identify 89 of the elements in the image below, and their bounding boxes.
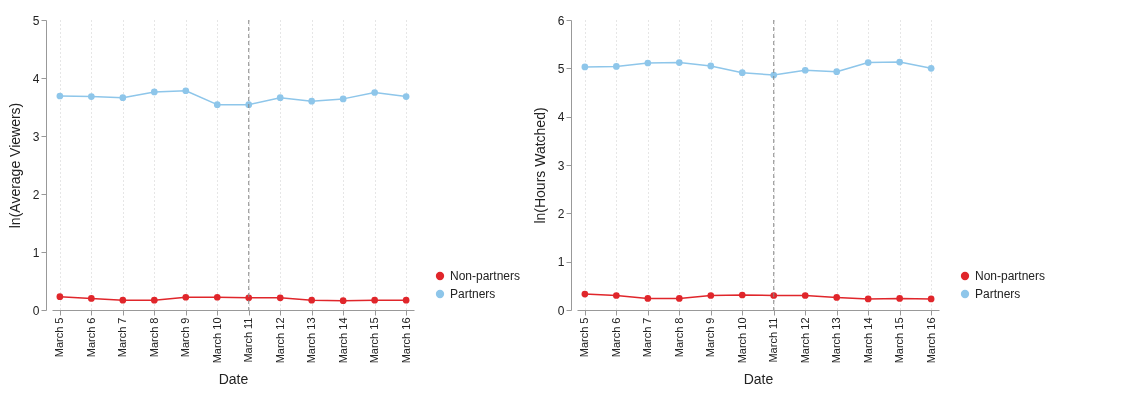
point — [87, 93, 95, 100]
point — [675, 59, 683, 66]
x-tick-label: March 13 — [830, 317, 843, 364]
y-tick-label: 0 — [557, 303, 565, 318]
point — [371, 296, 379, 304]
point — [276, 294, 284, 302]
x-tick-label: March 14 — [336, 317, 349, 364]
point — [801, 66, 809, 74]
x-tick-label: March 15 — [368, 317, 381, 364]
y-axis-title: ln(Hours Watched) — [531, 107, 548, 224]
x-tick-label: March 8 — [147, 317, 160, 358]
x-axis-title: Date — [743, 371, 774, 388]
x-tick-label: March 11 — [767, 317, 780, 363]
x-tick-label: March 6 — [609, 317, 622, 358]
point — [56, 92, 64, 100]
x-tick-label: March 10 — [210, 317, 223, 364]
point — [581, 290, 589, 298]
point — [56, 293, 64, 301]
x-tick-label: March 6 — [84, 317, 97, 358]
x-tick-label: March 16 — [399, 317, 412, 364]
y-axis-title: ln(Average Viewers) — [6, 102, 23, 229]
y-tick-label: 0 — [32, 303, 40, 318]
point — [864, 295, 872, 303]
y-tick-label: 3 — [32, 129, 40, 144]
point — [738, 69, 746, 77]
x-tick-label: March 14 — [861, 317, 874, 364]
point — [675, 295, 683, 302]
x-tick-label: March 15 — [893, 317, 906, 364]
legend-label: Partners — [450, 287, 496, 301]
point — [182, 293, 190, 301]
y-tick-label: 1 — [557, 255, 565, 270]
point — [402, 93, 410, 100]
y-tick-label: 4 — [557, 110, 565, 125]
x-axis-title: Date — [218, 371, 249, 388]
point — [738, 291, 746, 299]
point — [339, 95, 347, 103]
x-tick-label: March 7 — [116, 317, 129, 358]
point — [927, 64, 935, 72]
legend-label: Non-partners — [450, 269, 521, 283]
point — [864, 59, 872, 66]
point — [581, 63, 589, 71]
y-tick-label: 4 — [32, 71, 40, 86]
x-tick-label: March 7 — [641, 317, 654, 358]
point — [339, 297, 347, 305]
point — [644, 59, 652, 67]
legend-label: Non-partners — [975, 269, 1046, 283]
y-tick-label: 3 — [557, 158, 565, 173]
point — [707, 292, 715, 299]
point — [927, 295, 935, 303]
y-tick-label: 6 — [557, 13, 565, 28]
point — [213, 293, 221, 301]
point — [119, 296, 127, 304]
point — [119, 94, 127, 102]
point — [213, 101, 221, 109]
point — [833, 294, 841, 301]
x-tick-label: March 12 — [273, 317, 286, 364]
x-tick-label: March 9 — [704, 317, 717, 358]
point — [896, 58, 904, 66]
point — [150, 88, 158, 96]
x-tick-label: March 9 — [179, 317, 192, 358]
point — [896, 295, 904, 302]
point — [402, 296, 410, 304]
point — [612, 292, 620, 299]
x-tick-label: March 5 — [578, 317, 591, 358]
x-tick-label: March 16 — [924, 317, 937, 364]
y-tick-label: 5 — [557, 61, 565, 76]
point — [87, 295, 95, 302]
y-tick-label: 2 — [557, 206, 565, 221]
point — [276, 94, 284, 102]
point — [833, 68, 841, 76]
x-tick-label: March 10 — [735, 317, 748, 364]
point — [707, 62, 715, 70]
x-tick-label: March 11 — [242, 317, 255, 363]
x-tick-label: March 5 — [53, 317, 66, 358]
point — [371, 89, 379, 96]
point — [612, 63, 620, 70]
x-tick-label: March 8 — [672, 317, 685, 358]
legend-label: Partners — [975, 287, 1021, 301]
x-tick-label: March 12 — [798, 317, 811, 364]
y-tick-label: 2 — [32, 187, 40, 202]
point — [308, 97, 316, 105]
y-tick-label: 1 — [32, 245, 40, 260]
point — [644, 295, 652, 302]
point — [801, 292, 809, 299]
point — [150, 296, 158, 304]
x-tick-label: March 13 — [305, 317, 318, 364]
point — [182, 87, 190, 95]
point — [308, 296, 316, 304]
y-tick-label: 5 — [32, 13, 40, 28]
